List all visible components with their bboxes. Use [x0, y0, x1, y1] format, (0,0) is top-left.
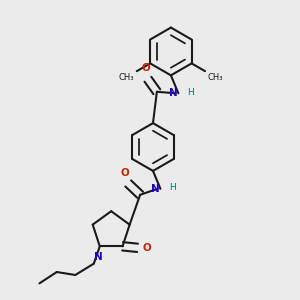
- Text: CH₃: CH₃: [119, 73, 134, 82]
- Text: O: O: [121, 168, 130, 178]
- Text: CH₃: CH₃: [207, 73, 223, 82]
- Text: N: N: [151, 184, 160, 194]
- Text: N: N: [169, 88, 178, 98]
- Text: H: H: [169, 183, 176, 192]
- Text: O: O: [141, 63, 150, 73]
- Text: N: N: [94, 252, 103, 262]
- Text: O: O: [143, 243, 152, 253]
- Text: H: H: [187, 88, 194, 97]
